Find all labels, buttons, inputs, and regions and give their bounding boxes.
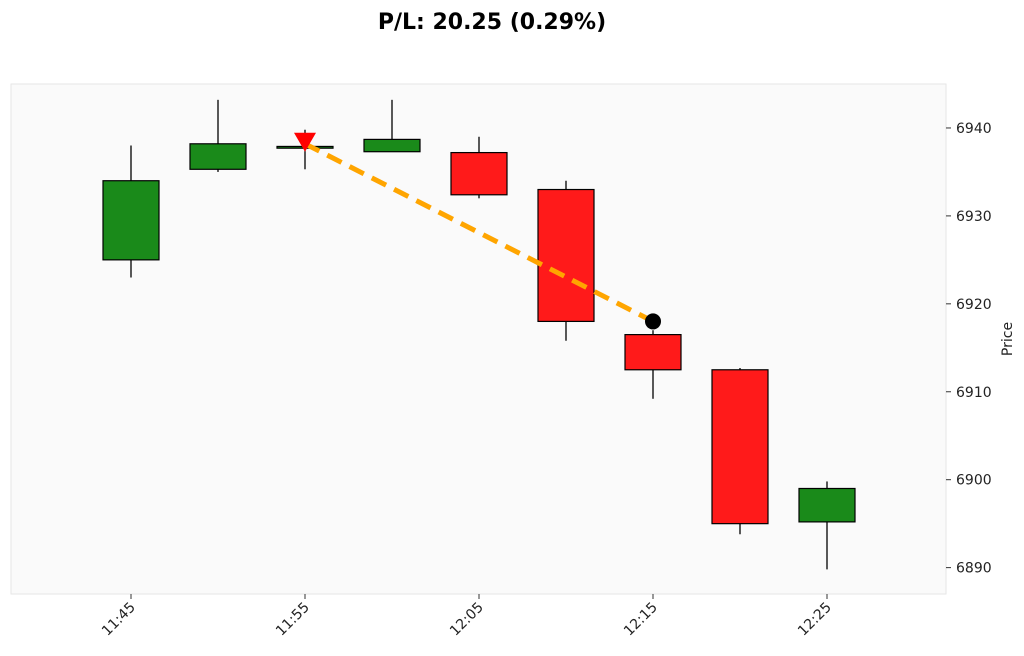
x-tick-label: 11:45 <box>99 600 139 640</box>
y-tick-label: 6910 <box>956 385 992 401</box>
trade-overlay <box>294 132 661 330</box>
candle-body <box>189 143 247 170</box>
candle-11:50 <box>189 99 247 172</box>
x-tick-label: 12:15 <box>621 600 661 640</box>
candle-12:05 <box>450 136 508 199</box>
y-axis: 6890 6900 6910 6920 6930 6940 <box>946 121 992 577</box>
x-axis: 11:45 11:55 12:05 12:15 12:25 <box>99 594 835 639</box>
y-tick-label: 6900 <box>956 473 992 489</box>
y-tick-label: 6940 <box>956 121 992 137</box>
candle-body <box>537 188 595 323</box>
candle-12:25 <box>798 481 856 570</box>
trade-line <box>303 141 655 324</box>
candle-body <box>450 151 508 196</box>
candle-11:45 <box>102 145 160 278</box>
candle-12:00 <box>363 99 421 153</box>
candle-body <box>102 180 160 261</box>
chart-title: P/L: 20.25 (0.29%) <box>378 10 606 35</box>
candles <box>102 99 856 570</box>
candle-body <box>363 138 421 153</box>
x-tick-label: 12:25 <box>795 600 835 640</box>
candle-12:20 <box>711 368 769 535</box>
candle-12:15 <box>624 330 682 399</box>
entry-marker <box>294 132 316 152</box>
candle-12:10 <box>537 180 595 341</box>
y-tick-label: 6890 <box>956 561 992 577</box>
candle-body <box>711 369 769 525</box>
y-tick-label: 6920 <box>956 297 992 313</box>
x-tick-label: 11:55 <box>273 600 313 640</box>
x-tick-label: 12:05 <box>447 600 487 640</box>
exit-marker <box>645 313 661 330</box>
candle-body <box>798 487 856 523</box>
y-axis-label: Price <box>1000 322 1016 356</box>
y-tick-label: 6930 <box>956 209 992 225</box>
candle-body <box>624 334 682 371</box>
